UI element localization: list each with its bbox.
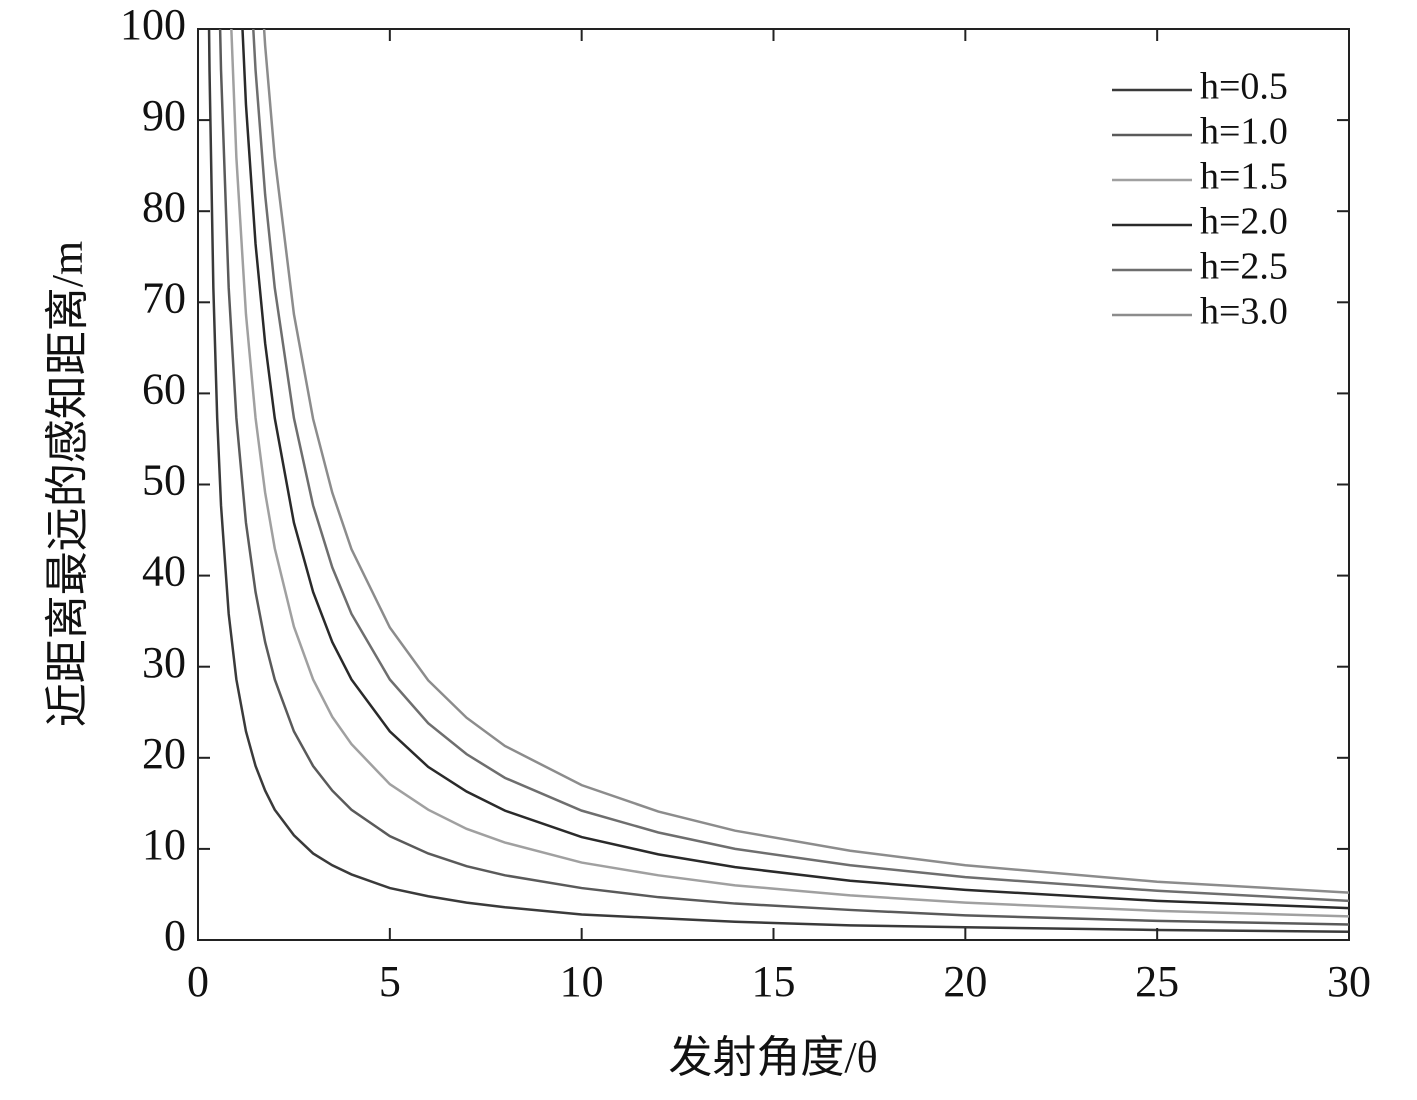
- y-tick-label: 90: [142, 91, 186, 140]
- plot-frame: [197, 28, 1350, 941]
- x-tick-label: 30: [1327, 957, 1371, 1006]
- x-tick-label: 15: [752, 957, 796, 1006]
- y-tick-label: 0: [164, 911, 186, 960]
- y-tick-label: 80: [142, 182, 186, 231]
- legend-label: h=2.0: [1200, 201, 1288, 243]
- legend-label: h=1.5: [1200, 156, 1288, 198]
- curves: [207, 29, 1349, 934]
- line-series: [241, 29, 1349, 910]
- legend-label: h=1.0: [1200, 111, 1288, 153]
- y-tick-label: 70: [142, 273, 186, 322]
- x-tick-label: 10: [560, 957, 604, 1006]
- y-tick-label: 60: [142, 364, 186, 413]
- y-tick-label: 20: [142, 729, 186, 778]
- y-tick-label: 30: [142, 638, 186, 687]
- y-tick-label: 10: [142, 820, 186, 869]
- y-axis-label: 近距离最远的感知距离/m: [43, 241, 92, 727]
- x-tick-label: 20: [943, 957, 987, 1006]
- line-series: [207, 29, 1349, 934]
- x-tick-label: 5: [379, 957, 401, 1006]
- legend-label: h=3.0: [1200, 291, 1288, 333]
- line-series: [230, 29, 1349, 918]
- x-tick-label: 25: [1135, 957, 1179, 1006]
- y-tick-label: 50: [142, 456, 186, 505]
- line-series: [218, 29, 1349, 926]
- legend-label: h=2.5: [1200, 246, 1288, 288]
- legend-label: h=0.5: [1200, 66, 1288, 108]
- x-tick-label: 0: [187, 957, 209, 1006]
- y-tick-label: 100: [120, 0, 186, 49]
- x-axis-label: 发射角度/θ: [668, 1033, 877, 1082]
- line-series: [252, 29, 1349, 903]
- line-series: [262, 29, 1349, 894]
- y-tick-label: 40: [142, 547, 186, 596]
